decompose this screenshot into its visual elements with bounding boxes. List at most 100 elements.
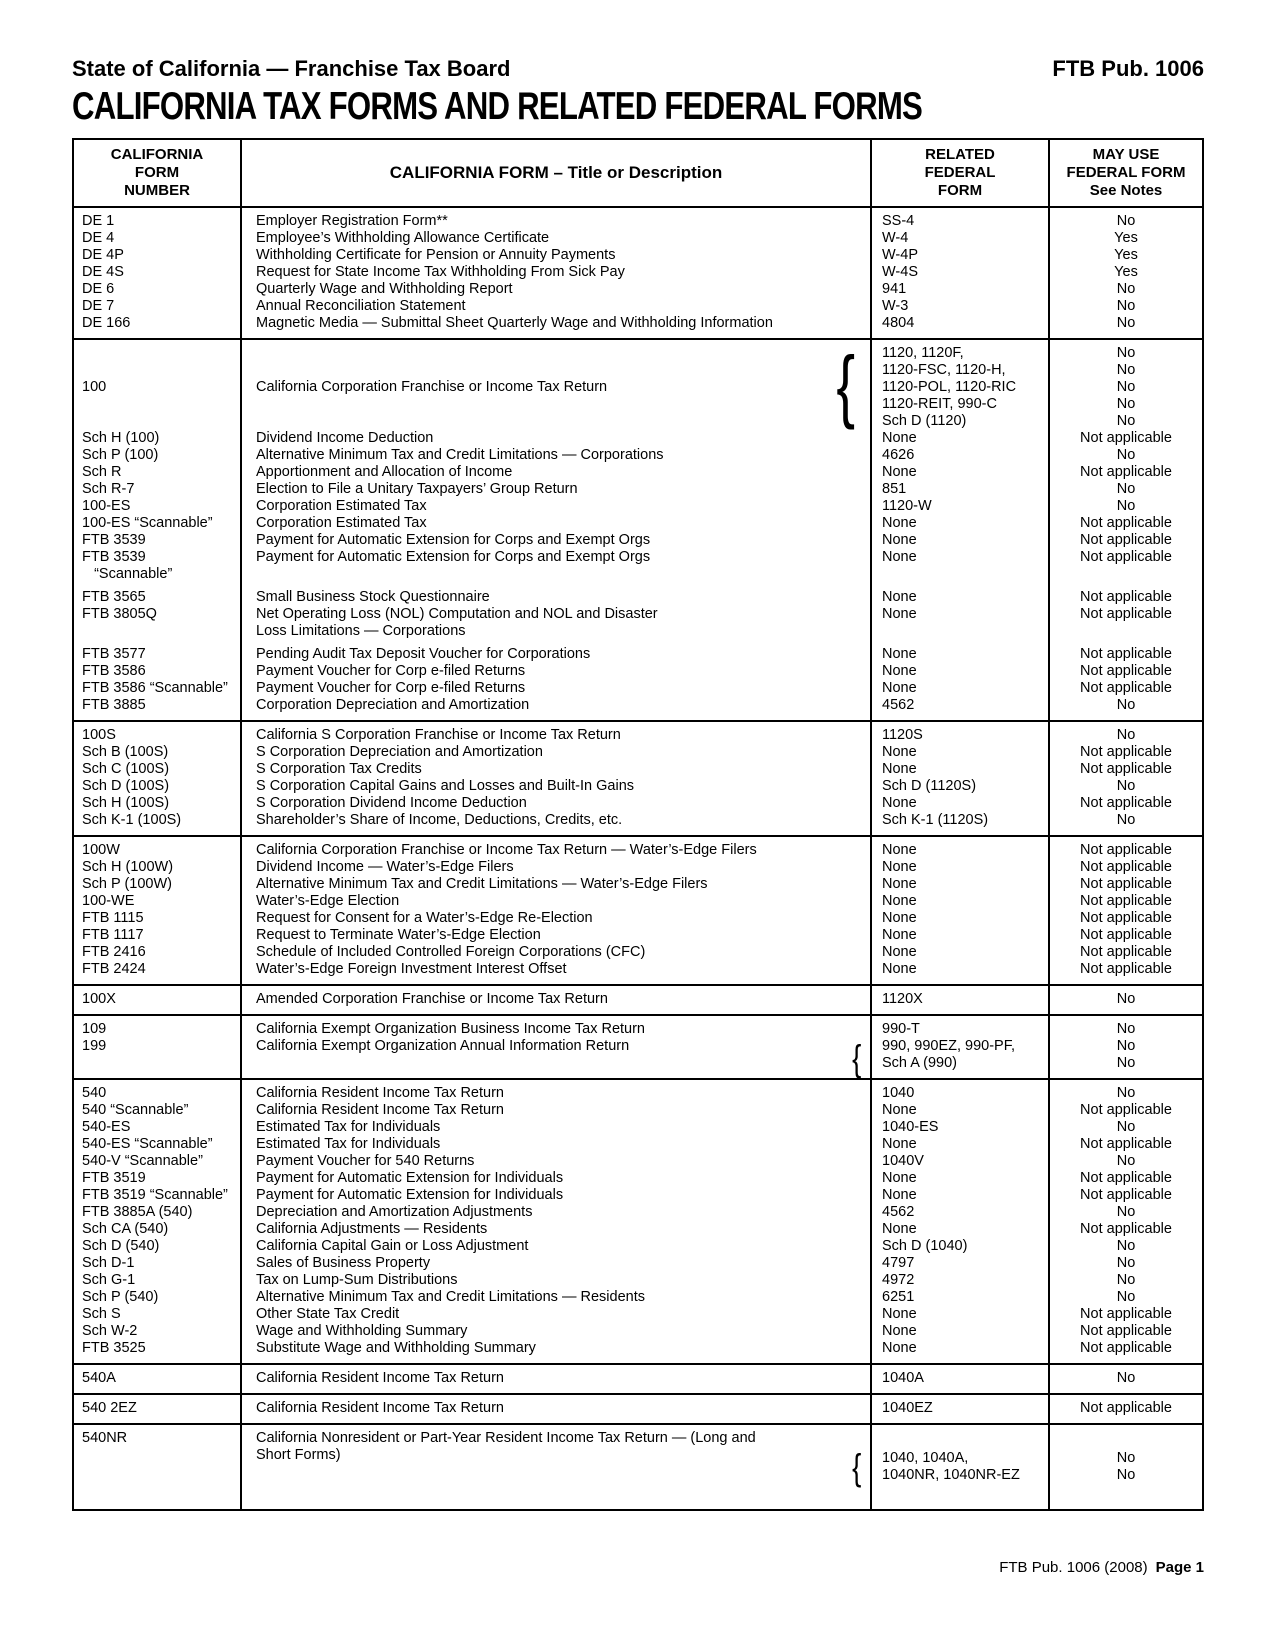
may-use-cell: Not applicable: [1050, 837, 1202, 859]
may-use-cell: Not applicable: [1050, 464, 1202, 481]
table-row: FTB 3565 Small Business Stock Questionnai…: [74, 589, 1202, 606]
cell-line: Shareholder’s Share of Income, Deduction…: [256, 812, 623, 828]
cell-line: 4972: [882, 1272, 915, 1288]
cell-line: None: [882, 430, 917, 446]
cell-line: None: [882, 1340, 917, 1356]
form-description-cell: Depreciation and Amortization Adjustment…: [242, 1204, 872, 1221]
federal-form-cell: None: [872, 1323, 1050, 1340]
cell-line: Sch K-1 (1120S): [882, 812, 989, 828]
cell-line: Water’s-Edge Election: [256, 893, 400, 909]
form-description-cell: Amended Corporation Franchise or Income …: [242, 986, 872, 1014]
may-use-cell: Yes: [1050, 264, 1202, 281]
cell-line: Not applicable: [1080, 795, 1172, 811]
cell-line: 100: [82, 379, 107, 395]
cell-line: DE 6: [82, 281, 115, 297]
brace-icon: {: [851, 1037, 861, 1079]
federal-form-cell: None: [872, 910, 1050, 927]
cell-line: Annual Reconciliation Statement: [256, 298, 466, 314]
federal-form-cell: 4562: [872, 697, 1050, 720]
cell-line: Water’s-Edge Foreign Investment Interest…: [256, 961, 567, 977]
cell-line: California Adjustments — Residents: [256, 1221, 488, 1237]
cell-line: 4562: [882, 697, 915, 713]
cell-line: Sch C (100S): [82, 761, 170, 777]
form-description-cell: California Resident Income Tax Return: [242, 1080, 872, 1102]
table-row: DE 166 Magnetic Media — Submittal Sheet Q…: [74, 315, 1202, 338]
cell-line: W-4: [882, 230, 909, 246]
cell-line: 1040-ES: [882, 1119, 939, 1135]
cell-line: Quarterly Wage and Withholding Report: [256, 281, 513, 297]
form-description-cell: Payment Voucher for Corp e-filed Returns: [242, 663, 872, 680]
federal-form-cell: 851: [872, 481, 1050, 498]
cell-line: 4804: [882, 315, 915, 331]
form-description-cell: S Corporation Tax Credits: [242, 761, 872, 778]
table-row: Sch H (100) Dividend Income Deduction None…: [74, 430, 1202, 447]
federal-form-cell: None: [872, 859, 1050, 876]
cell-line: Sch H (100S): [82, 795, 170, 811]
form-description-cell: Wage and Withholding Summary: [242, 1323, 872, 1340]
form-description-cell: S Corporation Depreciation and Amortizat…: [242, 744, 872, 761]
form-description-cell: California S Corporation Franchise or In…: [242, 722, 872, 744]
cell-line: S Corporation Depreciation and Amortizat…: [256, 744, 543, 760]
page-title: CALIFORNIA TAX FORMS AND RELATED FEDERAL…: [72, 85, 923, 128]
brace-icon: {: [835, 339, 855, 430]
table-row: Sch D (100S) S Corporation Capital Gains …: [74, 778, 1202, 795]
table-row: Sch P (540) Alternative Minimum Tax and C…: [74, 1289, 1202, 1306]
cell-line: Amended Corporation Franchise or Income …: [256, 991, 608, 1007]
cell-line: DE 1: [82, 213, 115, 229]
form-description-cell: S Corporation Capital Gains and Losses a…: [242, 778, 872, 795]
cell-line: Not applicable: [1080, 1187, 1172, 1203]
ca-form-number-cell: FTB 3539 “Scannable”: [74, 549, 242, 583]
cell-line: SS-4: [882, 213, 915, 229]
table-section: 540A California Resident Income Tax Retur…: [74, 1363, 1202, 1393]
cell-line: None: [882, 1306, 917, 1322]
form-description-cell: Dividend Income Deduction: [242, 430, 872, 447]
may-use-cell: Not applicable: [1050, 1306, 1202, 1323]
cell-line: 100-ES “Scannable”: [82, 515, 213, 531]
cell-line: FTB 3519 “Scannable”: [82, 1187, 228, 1203]
cell-line: None: [882, 1136, 917, 1152]
federal-form-cell: 1120, 1120F, 1120-FSC, 1120-H, 1120-POL, 1…: [872, 340, 1050, 430]
may-use-cell: No: [1050, 498, 1202, 515]
may-use-cell: Not applicable: [1050, 944, 1202, 961]
federal-form-cell: [872, 640, 1050, 646]
form-description-cell: Small Business Stock Questionnaire: [242, 589, 872, 606]
federal-form-cell: 1040A: [872, 1365, 1050, 1393]
cell-line: 1120-FSC, 1120-H,: [882, 362, 1006, 378]
cell-line: Dividend Income Deduction: [256, 430, 434, 446]
form-description-cell: California Nonresident or Part-Year Resi…: [242, 1425, 872, 1509]
column-header-title-description: CALIFORNIA FORM – Title or Description: [242, 140, 872, 206]
table-row: FTB 3885A (540) Depreciation and Amortiza…: [74, 1204, 1202, 1221]
publication-number: FTB Pub. 1006: [1052, 56, 1204, 81]
cell-line: 1040NR, 1040NR-EZ: [882, 1466, 1020, 1483]
may-use-cell: No: [1050, 1365, 1202, 1393]
cell-line: No: [1116, 1289, 1136, 1305]
table-row: 540-ES Estimated Tax for Individuals 1040-…: [74, 1119, 1202, 1136]
may-use-cell: No No: [1050, 1425, 1202, 1509]
table-row: FTB 3805Q Net Operating Loss (NOL) Comput…: [74, 606, 1202, 640]
cell-line: No: [1116, 812, 1136, 828]
table-row: 540-V “Scannable” Payment Voucher for 540…: [74, 1153, 1202, 1170]
cell-line: None: [882, 961, 917, 977]
federal-form-cell: None: [872, 1170, 1050, 1187]
federal-form-cell: None: [872, 761, 1050, 778]
may-use-cell: Not applicable: [1050, 663, 1202, 680]
form-description-cell: Request for Consent for a Water’s-Edge R…: [242, 910, 872, 927]
table-row: Sch K-1 (100S) Shareholder’s Share of Inc…: [74, 812, 1202, 835]
cell-line: Not applicable: [1080, 893, 1172, 909]
document-header: State of California — Franchise Tax Boar…: [72, 56, 1204, 82]
agency-title: State of California — Franchise Tax Boar…: [72, 56, 511, 81]
header-line: CALIFORNIA FORM – Title or Description: [389, 163, 723, 182]
may-use-cell: Not applicable: [1050, 961, 1202, 984]
table-row: 540 2EZ California Resident Income Tax Re…: [74, 1395, 1202, 1423]
cell-line: Withholding Certificate for Pension or A…: [256, 247, 616, 263]
cell-line: DE 4S: [82, 264, 124, 280]
cell-line: Not applicable: [1080, 646, 1172, 662]
table-row: FTB 3885 Corporation Depreciation and Amo…: [74, 697, 1202, 720]
form-description-cell: Corporation Estimated Tax: [242, 498, 872, 515]
may-use-cell: Not applicable: [1050, 606, 1202, 640]
federal-form-cell: Sch K-1 (1120S): [872, 812, 1050, 835]
federal-form-cell: None: [872, 744, 1050, 761]
cell-line: Payment for Automatic Extension for Indi…: [256, 1170, 564, 1186]
federal-form-cell: 6251: [872, 1289, 1050, 1306]
